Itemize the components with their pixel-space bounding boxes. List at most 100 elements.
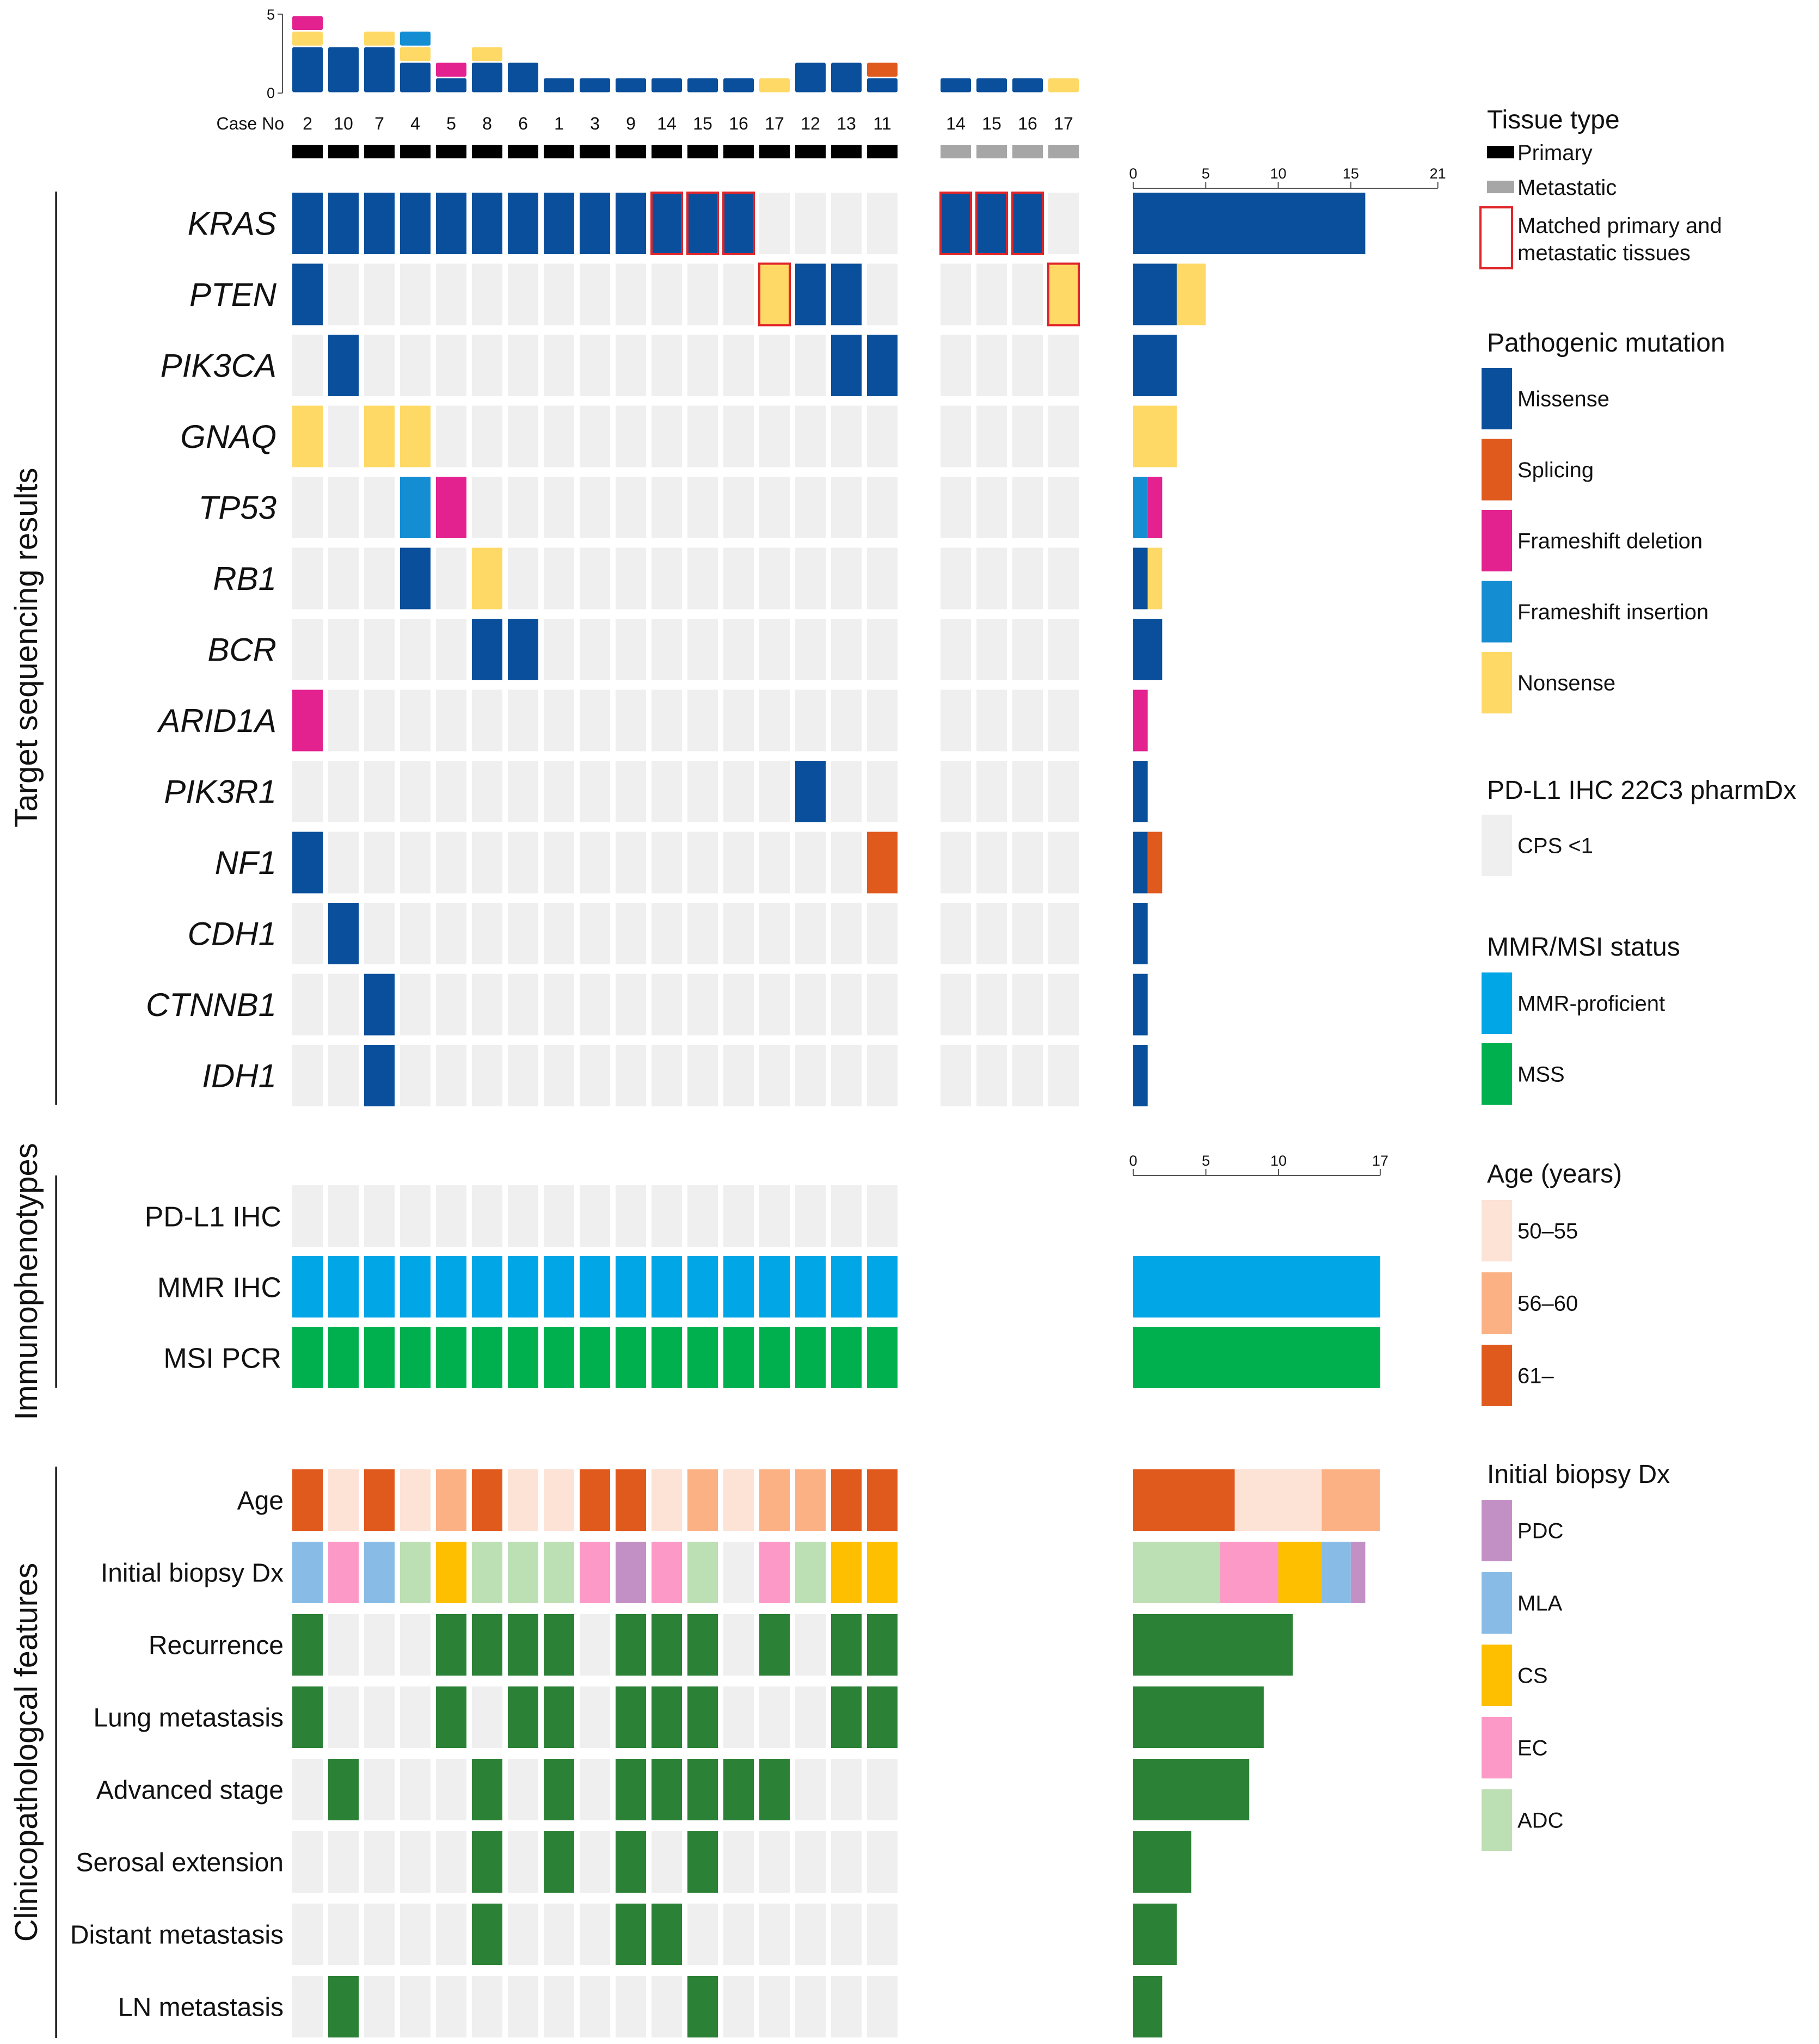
gene-cell [616,1045,646,1106]
gene-cell-metastatic [941,689,971,752]
gene-cell [436,547,466,609]
gene-cell [364,832,395,894]
gene-cell [400,903,431,964]
gene-cell [652,903,682,964]
clinical-cell [687,1759,718,1820]
gene-cell [687,761,718,822]
gene-cell [616,974,646,1036]
clinical-cell [616,1542,646,1603]
clinical-cell [328,1976,359,2037]
legend-label: PDC [1517,1519,1563,1543]
gene-cell [472,832,502,894]
clinical-cell [652,1686,682,1748]
gene-cell [759,903,790,964]
gene-cell [867,974,898,1036]
gene-cell [508,689,538,752]
legend-label: EC [1517,1737,1548,1760]
gene-cell [759,193,790,254]
gene-cell [831,974,862,1036]
clinical-cell [472,1759,502,1820]
gene-summary-bar [1176,263,1206,325]
gene-cell-metastatic [1012,689,1043,752]
gene-cell-metastatic [1012,477,1043,538]
gene-cell [364,619,395,680]
clinical-label: Serosal extension [76,1849,284,1877]
tissue-primary-cell [436,145,466,158]
case-number: 12 [801,114,820,133]
clinical-cell [616,1686,646,1748]
clinical-cell [759,1614,790,1676]
gene-cell [436,193,466,254]
gene-summary-bar [1147,547,1163,609]
gene-cell-metastatic [1048,1045,1079,1106]
section-label-immuno: Immunophenotypes [9,1143,44,1420]
section-label-clinical: Clinicopathologcal features [9,1563,44,1942]
case-number: 9 [626,114,636,133]
clinical-cell [867,1759,898,1820]
gene-cell [400,1045,431,1106]
gene-summary-bar [1147,832,1163,894]
gene-bar-axis-label: 21 [1430,165,1446,182]
clinical-cell [364,1614,395,1676]
top-count-segment [508,63,538,93]
gene-cell [364,477,395,538]
legend-swatch [1482,1572,1512,1634]
clinical-cell [759,1469,790,1531]
clinical-cell [436,1686,466,1748]
legend-swatch-matched [1479,206,1513,269]
case-number-row: Case No 2 10 7 4 5 8 6 1 3 9 14 15 16 17 12 13 11 14 15 16 17 [217,114,1079,158]
gene-mutation-grid: KRAS PTEN PIK3CA GNAQ TP53 RB1 BCR ARID1A PIK3R1… [146,192,1080,1106]
top-mutation-count-bars: 50 [267,7,1079,101]
gene-bar-axis-label: 0 [1129,165,1137,182]
case-number: 15 [982,114,1001,133]
case-number: 6 [518,114,528,133]
legend-swatch [1482,510,1512,571]
immuno-cell [292,1185,323,1247]
gene-cell [436,263,466,325]
gene-cell-metastatic [939,192,972,255]
clinical-cell [580,1686,610,1748]
gene-cell [436,761,466,822]
gene-cell [328,903,359,964]
gene-cell-metastatic [1047,262,1080,327]
clinical-cell [292,1759,323,1820]
immuno-cell [364,1185,395,1247]
gene-cell [652,405,682,467]
gene-label: PIK3CA [161,348,276,384]
clinical-cell [616,1831,646,1893]
immuno-label: MMR IHC [157,1272,281,1304]
gene-cell-metastatic [1012,974,1043,1036]
gene-summary-bar [1133,1045,1148,1106]
clinical-cell [544,1469,574,1531]
gene-cell [508,974,538,1036]
gene-cell [831,1045,862,1106]
gene-cell [436,689,466,752]
clinical-cell [831,1904,862,1965]
gene-label: GNAQ [180,418,276,455]
legend-label: Missense [1517,387,1609,411]
top-count-segment [1048,78,1079,93]
gene-cell [616,335,646,396]
clinical-cell [508,1759,538,1820]
clinical-cell [436,1976,466,2037]
gene-cell-metastatic [941,1045,971,1106]
gene-cell [867,689,898,752]
gene-cell [580,477,610,538]
clinical-cell [723,1469,754,1531]
clinical-cell [652,1469,682,1531]
gene-cell [795,335,826,396]
top-count-segment [292,47,323,93]
immuno-cell [364,1327,395,1388]
gene-cell [616,405,646,467]
immuno-cell [759,1327,790,1388]
gene-cell [616,619,646,680]
clinical-cell [292,1469,323,1531]
gene-cell-metastatic [941,405,971,467]
clinical-cell [867,1976,898,2037]
clinical-cell [508,1831,538,1893]
gene-cell [759,547,790,609]
gene-cell [292,761,323,822]
clinical-cell [328,1542,359,1603]
gene-cell [867,477,898,538]
gene-cell [364,689,395,752]
